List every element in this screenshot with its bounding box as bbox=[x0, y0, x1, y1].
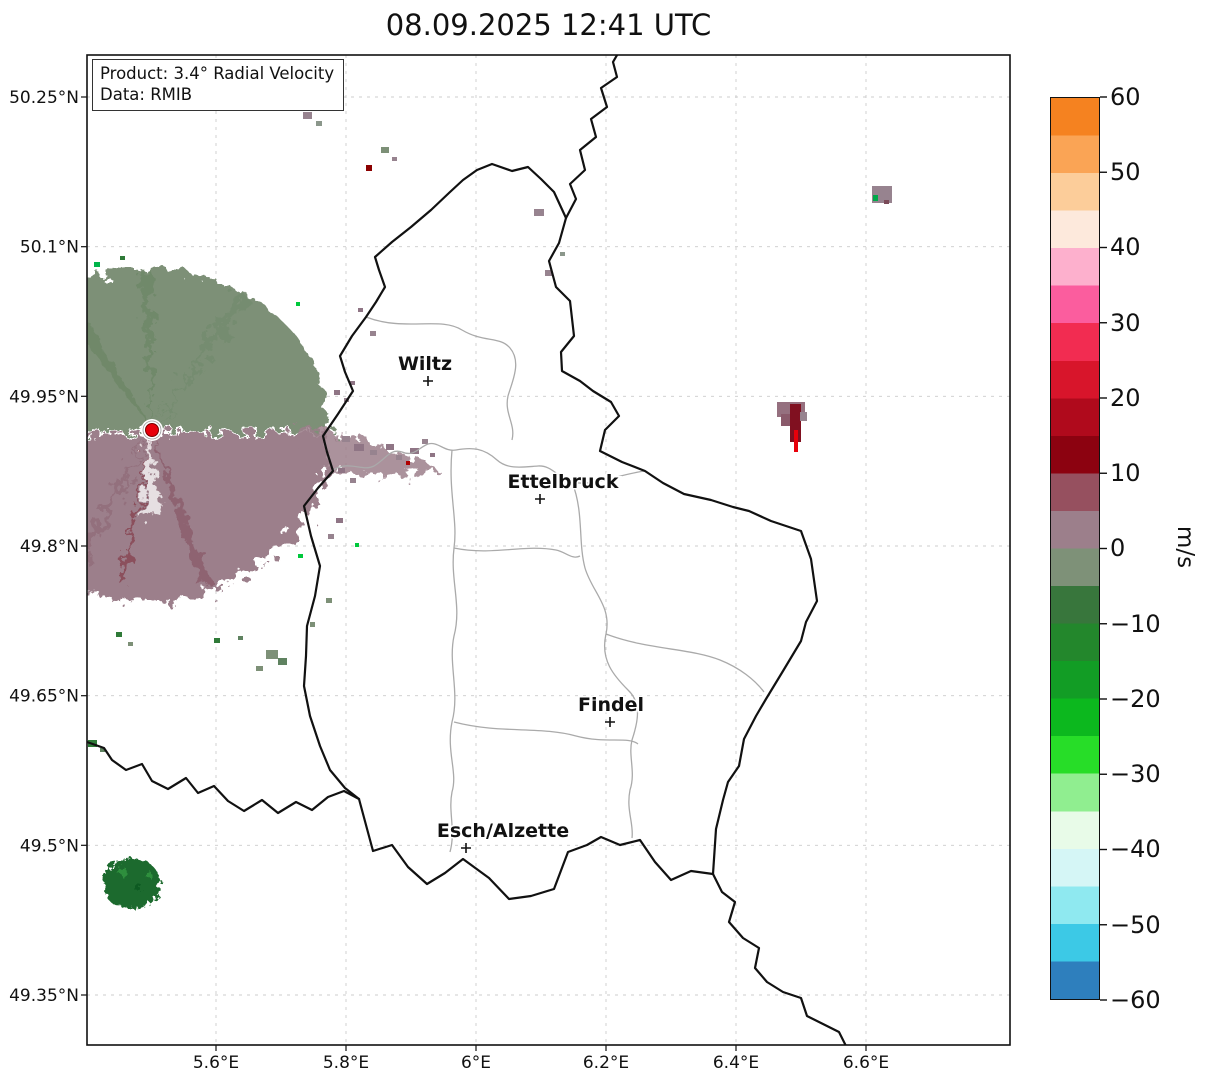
lat-tick-labels: 50.25°N 50.1°N 49.95°N 49.8°N 49.65°N 49… bbox=[9, 88, 79, 1006]
colorbar-tick-label: 60 bbox=[1110, 83, 1141, 111]
border-southeast bbox=[711, 872, 847, 1045]
colorbar-tick-label: 0 bbox=[1110, 534, 1126, 562]
radar-site-marker bbox=[141, 419, 163, 441]
lat-tick-label: 49.5°N bbox=[20, 836, 79, 856]
country-borders bbox=[87, 55, 847, 1045]
colorbar-unit-label: m/s bbox=[1172, 525, 1198, 569]
lon-tick-label: 6.2°E bbox=[583, 1053, 629, 1073]
border-north bbox=[564, 55, 619, 220]
border-west bbox=[87, 740, 361, 815]
colorbar-tick-label: 30 bbox=[1110, 309, 1141, 337]
page-title: 08.09.2025 12:41 UTC bbox=[385, 8, 712, 42]
city-markers bbox=[423, 376, 615, 853]
colorbar-tick-label: 50 bbox=[1110, 158, 1141, 186]
lat-tick-label: 49.35°N bbox=[9, 986, 79, 1006]
city-label-findel: Findel bbox=[578, 694, 644, 716]
lon-tick-label: 6.6°E bbox=[843, 1053, 889, 1073]
city-label-wiltz: Wiltz bbox=[398, 353, 452, 375]
colorbar-gradient bbox=[1050, 97, 1100, 1000]
colorbar-tick-label: 40 bbox=[1110, 233, 1141, 261]
echo-positive-half bbox=[87, 433, 330, 601]
lon-tick-label: 6.4°E bbox=[713, 1053, 759, 1073]
city-marker-wiltz bbox=[423, 376, 433, 386]
colorbar-tick-label: −20 bbox=[1110, 685, 1161, 713]
info-box-data-line: Data: RMIB bbox=[100, 85, 193, 104]
city-labels: Wiltz Ettelbruck Findel Esch/Alzette bbox=[396, 352, 645, 844]
colorbar-tick-label: −10 bbox=[1110, 610, 1161, 638]
city-marker-ettelbruck bbox=[535, 494, 545, 504]
colorbar-tick-label: −30 bbox=[1110, 760, 1161, 788]
city-label-ettelbruck: Ettelbruck bbox=[508, 471, 619, 493]
lat-tick-label: 49.65°N bbox=[9, 687, 79, 707]
plot-frame bbox=[86, 54, 1011, 1046]
lat-tick-label: 50.25°N bbox=[9, 88, 79, 108]
lat-tick-label: 50.1°N bbox=[20, 238, 79, 258]
district-borders bbox=[332, 316, 765, 853]
colorbar-tick-label: 10 bbox=[1110, 459, 1141, 487]
radar-echo-speckles bbox=[88, 112, 892, 752]
colorbar-tick-label: −40 bbox=[1110, 835, 1161, 863]
city-marker-findel bbox=[605, 717, 615, 727]
lon-tick-labels: 5.6°E 5.8°E 6°E 6.2°E 6.4°E 6.6°E bbox=[193, 1053, 889, 1073]
colorbar-tick-label: 20 bbox=[1110, 384, 1141, 412]
lat-tick-label: 49.8°N bbox=[20, 537, 79, 557]
info-box: Product: 3.4° Radial Velocity Data: RMIB bbox=[92, 59, 345, 111]
colorbar-tick-label: −60 bbox=[1110, 986, 1161, 1014]
info-box-product-line: Product: 3.4° Radial Velocity bbox=[100, 64, 335, 83]
city-marker-esch bbox=[461, 843, 471, 853]
colorbar-ticks bbox=[1100, 96, 1107, 1001]
axis-ticks bbox=[81, 96, 867, 1051]
lon-tick-label: 5.8°E bbox=[323, 1053, 369, 1073]
colorbar-tick-label: −50 bbox=[1110, 911, 1161, 939]
luxembourg-outline bbox=[302, 162, 819, 901]
city-label-esch: Esch/Alzette bbox=[437, 820, 569, 842]
lon-tick-label: 6°E bbox=[461, 1053, 491, 1073]
lon-tick-label: 5.6°E bbox=[193, 1053, 239, 1073]
radar-echo-sw-blob bbox=[104, 859, 161, 908]
lat-tick-label: 49.95°N bbox=[9, 387, 79, 407]
